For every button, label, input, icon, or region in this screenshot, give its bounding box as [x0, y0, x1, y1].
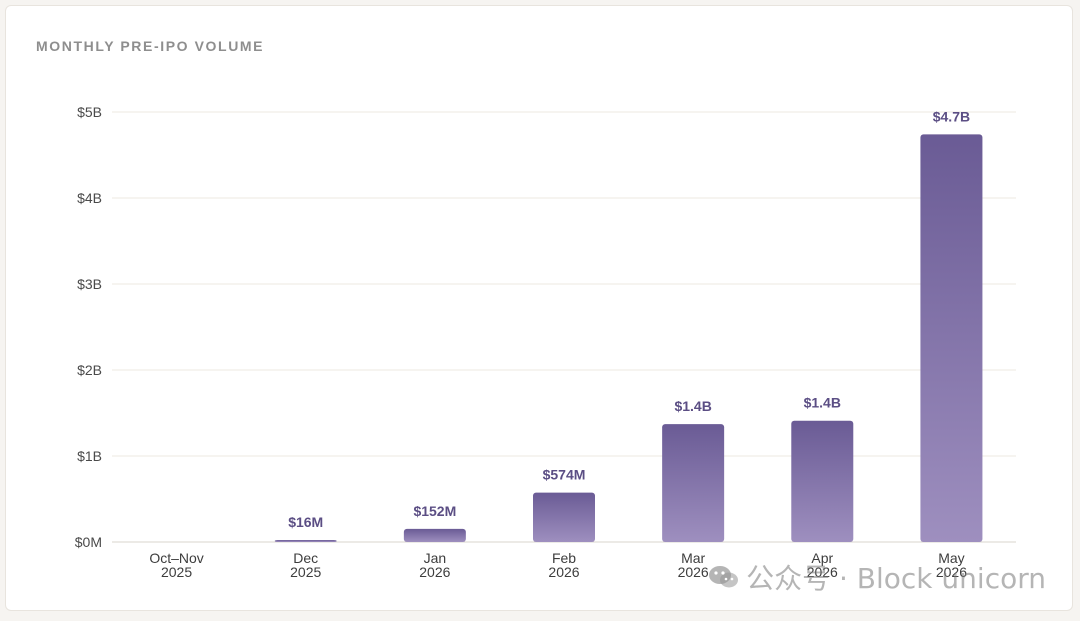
x-tick-label: 2026 [807, 564, 838, 580]
x-tick-label: 2025 [161, 564, 192, 580]
bar-value-label: $574M [543, 467, 586, 483]
y-tick-label: $2B [77, 362, 102, 378]
bar [662, 424, 725, 542]
bar [920, 134, 983, 543]
chart-title: MONTHLY PRE-IPO VOLUME [36, 38, 265, 54]
watermark: 公众号 · Block unicorn [708, 557, 1046, 597]
y-tick-label: $3B [77, 276, 102, 292]
x-tick-label: Mar [681, 550, 705, 566]
bar [274, 540, 337, 542]
y-tick-label: $5B [77, 104, 102, 120]
watermark-text: 公众号 · Block unicorn [746, 562, 1046, 595]
y-tick-label: $0M [75, 534, 102, 550]
bar [403, 528, 466, 542]
bar-value-label: $1.4B [674, 398, 711, 414]
x-tick-label: Feb [552, 550, 576, 566]
x-tick-label: Dec [293, 550, 318, 566]
y-tick-label: $1B [77, 448, 102, 464]
bars: $16M $152M $574M $1.4B $1.4B $4.7B [274, 108, 983, 543]
x-tick-label: May [938, 550, 964, 566]
x-tick-label: Apr [811, 550, 833, 566]
x-tick-label: 2026 [548, 564, 579, 580]
bar-value-label: $4.7B [933, 108, 970, 124]
x-tick-label: 2026 [678, 564, 709, 580]
wechat-icon [708, 564, 740, 590]
x-axis-labels: Oct–Nov2025Dec2025Jan2026Feb2026Mar2026A… [149, 550, 967, 580]
x-tick-label: 2026 [936, 564, 967, 580]
bar-value-label: $152M [413, 503, 456, 519]
bar-value-label: $16M [288, 514, 323, 530]
y-tick-label: $4B [77, 190, 102, 206]
y-axis-ticks: $0M $1B $2B $3B $4B $5B [75, 104, 102, 550]
x-tick-label: Oct–Nov [149, 550, 203, 566]
x-tick-label: Jan [424, 550, 447, 566]
bar [533, 492, 595, 542]
bar [791, 420, 854, 542]
bar-value-label: $1.4B [804, 395, 841, 411]
x-tick-label: 2026 [419, 564, 450, 580]
x-tick-label: 2025 [290, 564, 321, 580]
